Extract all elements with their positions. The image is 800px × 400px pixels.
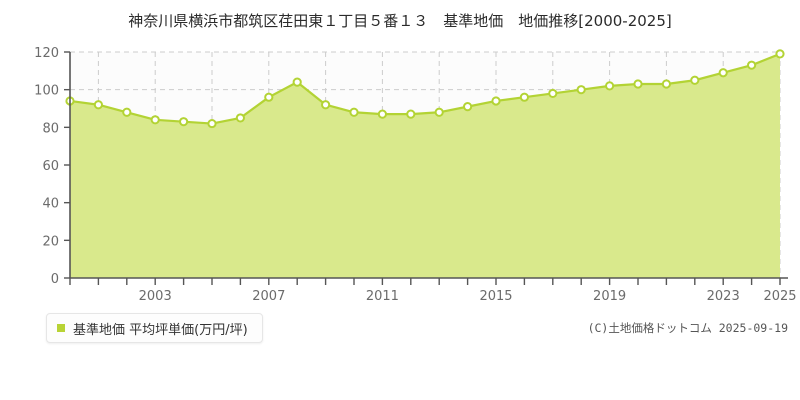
axes (64, 51, 788, 285)
svg-text:2019: 2019 (593, 289, 626, 304)
svg-text:2007: 2007 (252, 289, 285, 304)
svg-text:2023: 2023 (707, 289, 740, 304)
legend-color-swatch (57, 324, 65, 332)
y-axis-tick-labels: 0 20 40 60 80 100 120 (34, 46, 59, 287)
svg-text:20: 20 (42, 234, 59, 249)
chart-legend: 基準地価 平均坪単価(万円/坪) (46, 313, 263, 343)
svg-text:2011: 2011 (366, 289, 399, 304)
copyright-credit: (C)土地価格ドットコム 2025-09-19 (587, 321, 788, 335)
chart-title: 神奈川県横浜市都筑区荏田東１丁目５番１３ 基準地価 地価推移[2000-2025… (128, 12, 672, 30)
svg-text:2015: 2015 (479, 289, 512, 304)
svg-text:2003: 2003 (139, 289, 172, 304)
svg-text:0: 0 (51, 272, 59, 287)
series-line (68, 52, 782, 125)
svg-text:2025: 2025 (763, 289, 796, 304)
svg-text:100: 100 (34, 84, 59, 99)
area-fill (70, 53, 780, 279)
svg-text:80: 80 (42, 121, 59, 136)
x-axis-tick-labels: 2003 2007 2011 2015 2019 2023 2025 (139, 289, 797, 304)
svg-text:120: 120 (34, 46, 59, 61)
data-point-markers (65, 49, 785, 129)
svg-text:60: 60 (42, 159, 59, 174)
legend-label: 基準地価 平均坪単価(万円/坪) (73, 322, 248, 338)
svg-text:40: 40 (42, 197, 59, 212)
